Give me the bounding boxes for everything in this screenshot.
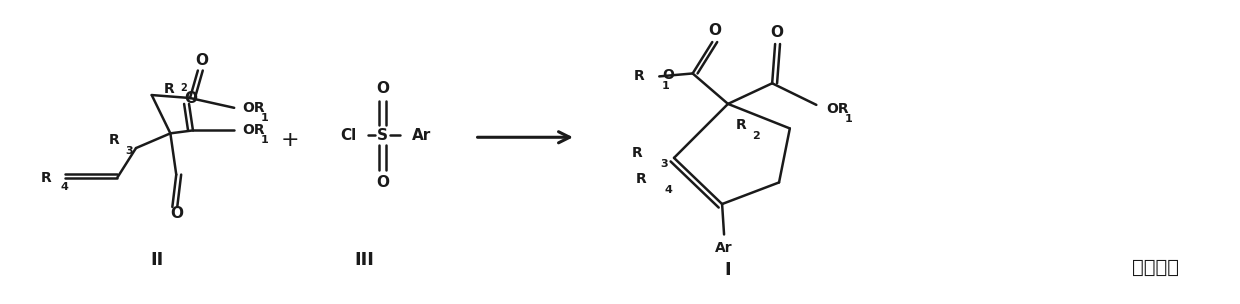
Text: R: R — [634, 69, 645, 83]
Text: O: O — [195, 53, 208, 68]
Text: O: O — [709, 23, 722, 38]
Text: 1: 1 — [260, 113, 268, 123]
Text: 3: 3 — [660, 159, 668, 169]
Text: R: R — [636, 172, 646, 186]
Text: OR: OR — [242, 101, 264, 115]
Text: 2: 2 — [180, 83, 187, 93]
Text: II: II — [150, 251, 164, 269]
Text: O: O — [662, 68, 675, 82]
Text: 1: 1 — [844, 114, 853, 124]
Text: 2: 2 — [753, 131, 760, 141]
Text: R: R — [164, 82, 175, 96]
Text: S: S — [377, 128, 388, 143]
Text: +: + — [280, 130, 299, 150]
Text: R: R — [41, 171, 52, 185]
Text: O: O — [770, 25, 784, 40]
Text: OR: OR — [242, 123, 264, 137]
Text: I: I — [724, 261, 732, 279]
Text: 1: 1 — [661, 81, 670, 91]
Text: Ar: Ar — [715, 241, 733, 255]
Text: 式（一）: 式（一） — [1132, 258, 1178, 277]
Text: 1: 1 — [260, 135, 268, 145]
Text: OR: OR — [826, 102, 849, 116]
Text: O: O — [376, 175, 389, 190]
Text: O: O — [376, 81, 389, 96]
Text: O: O — [185, 92, 197, 106]
Text: R: R — [632, 146, 642, 160]
Text: 4: 4 — [665, 185, 672, 195]
Text: 3: 3 — [125, 146, 133, 156]
Text: R: R — [735, 119, 746, 133]
Text: Cl: Cl — [340, 128, 356, 143]
Text: 4: 4 — [61, 182, 68, 192]
Text: O: O — [170, 206, 182, 221]
Text: III: III — [355, 251, 374, 269]
Text: R: R — [109, 133, 119, 147]
Text: Ar: Ar — [412, 128, 432, 143]
